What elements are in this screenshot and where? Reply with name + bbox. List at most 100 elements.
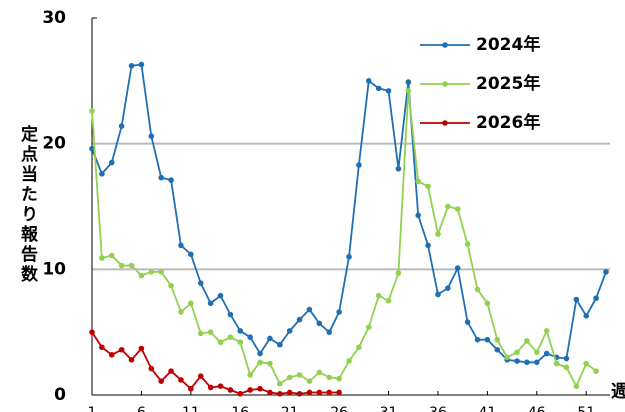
point [573,383,580,390]
point [247,334,253,340]
point [316,389,323,396]
point [326,374,333,381]
point [277,341,283,348]
x-tick-label: 1 [88,405,97,412]
point [543,328,550,334]
x-tick-label: 21 [281,405,299,412]
point [178,377,184,383]
point [257,350,263,357]
point [217,292,224,299]
point [316,369,323,376]
point [375,85,382,92]
point [415,212,421,219]
point [188,385,194,392]
point [603,269,609,275]
point [356,162,362,168]
point [484,300,491,307]
point [326,389,333,396]
point [227,387,234,393]
legend-label: 2026年 [476,112,540,133]
point [365,78,372,84]
point [296,372,303,378]
point [435,231,441,237]
point [524,359,530,366]
point [573,296,580,303]
point [148,269,155,275]
point [138,272,145,279]
point [138,345,145,352]
legend-label: 2024年 [476,34,540,55]
point [286,374,293,381]
point [583,360,590,367]
point [306,306,313,313]
point [89,145,95,152]
point [326,329,333,335]
y-tick-label: 30 [42,8,66,28]
point [286,389,293,396]
point [593,295,599,302]
point [148,133,155,139]
point [336,389,342,396]
point [128,62,135,69]
point [306,378,313,384]
x-tick-label: 11 [182,405,200,412]
point [445,203,451,210]
point [108,351,115,358]
point [247,372,253,378]
point [227,311,234,318]
point [286,328,293,334]
point [227,334,234,340]
point [454,206,461,212]
legend-marker [442,42,448,48]
point [405,79,412,85]
point [197,280,204,286]
point [494,346,501,353]
point [99,255,105,261]
point [534,359,540,366]
point [454,265,461,271]
point [593,368,599,374]
point [197,373,204,379]
point [583,313,590,319]
x-tick-label: 41 [478,405,496,412]
point [99,344,105,351]
point [267,389,273,396]
point [168,282,174,289]
point [188,300,194,307]
point [267,335,273,342]
x-tick-label: 36 [429,405,447,412]
point [445,285,451,291]
point [158,378,164,384]
legend-marker [442,81,448,87]
x-tick-label: 51 [577,405,595,412]
y-axis-label: 定点当たり報告数 [17,124,38,285]
point [346,253,352,260]
point [474,286,481,293]
point [365,324,372,330]
point [118,262,125,269]
point [217,339,224,346]
legend-label: 2025年 [476,73,540,94]
x-tick-label: 31 [380,405,398,412]
point [484,336,491,343]
point [257,385,263,392]
point [306,389,313,396]
point [563,355,570,362]
point [257,359,263,366]
point [356,344,362,351]
point [425,183,431,190]
point [464,241,471,247]
point [118,346,125,353]
point [118,123,125,129]
point [563,364,570,371]
point [207,329,214,335]
point [89,329,95,335]
point [405,88,412,94]
point [277,380,283,387]
point [128,357,135,363]
point [336,375,342,382]
point [108,252,115,259]
point [395,166,402,172]
y-tick-label: 10 [42,259,66,279]
